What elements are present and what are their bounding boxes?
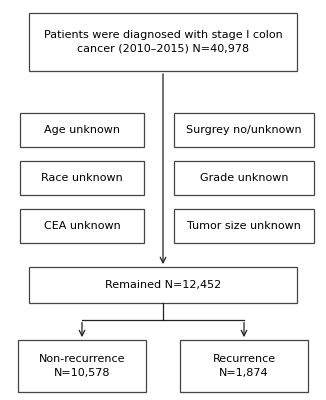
Text: Race unknown: Race unknown [41,173,123,183]
FancyBboxPatch shape [20,113,144,147]
Text: CEA unknown: CEA unknown [44,221,120,231]
FancyBboxPatch shape [20,161,144,195]
FancyBboxPatch shape [174,113,314,147]
Text: Remained N=12,452: Remained N=12,452 [105,280,221,290]
FancyBboxPatch shape [174,161,314,195]
Text: Tumor size unknown: Tumor size unknown [187,221,301,231]
FancyBboxPatch shape [29,267,297,303]
Text: Patients were diagnosed with stage I colon
cancer (2010–2015) N=40,978: Patients were diagnosed with stage I col… [44,30,282,54]
Text: Surgrey no/unknown: Surgrey no/unknown [186,125,302,135]
FancyBboxPatch shape [174,209,314,243]
FancyBboxPatch shape [20,209,144,243]
Text: Recurrence
N=1,874: Recurrence N=1,874 [213,354,275,378]
FancyBboxPatch shape [180,340,308,392]
Text: Age unknown: Age unknown [44,125,120,135]
FancyBboxPatch shape [18,340,146,392]
Text: Grade unknown: Grade unknown [200,173,288,183]
FancyBboxPatch shape [29,13,297,71]
Text: Non-recurrence
N=10,578: Non-recurrence N=10,578 [39,354,125,378]
